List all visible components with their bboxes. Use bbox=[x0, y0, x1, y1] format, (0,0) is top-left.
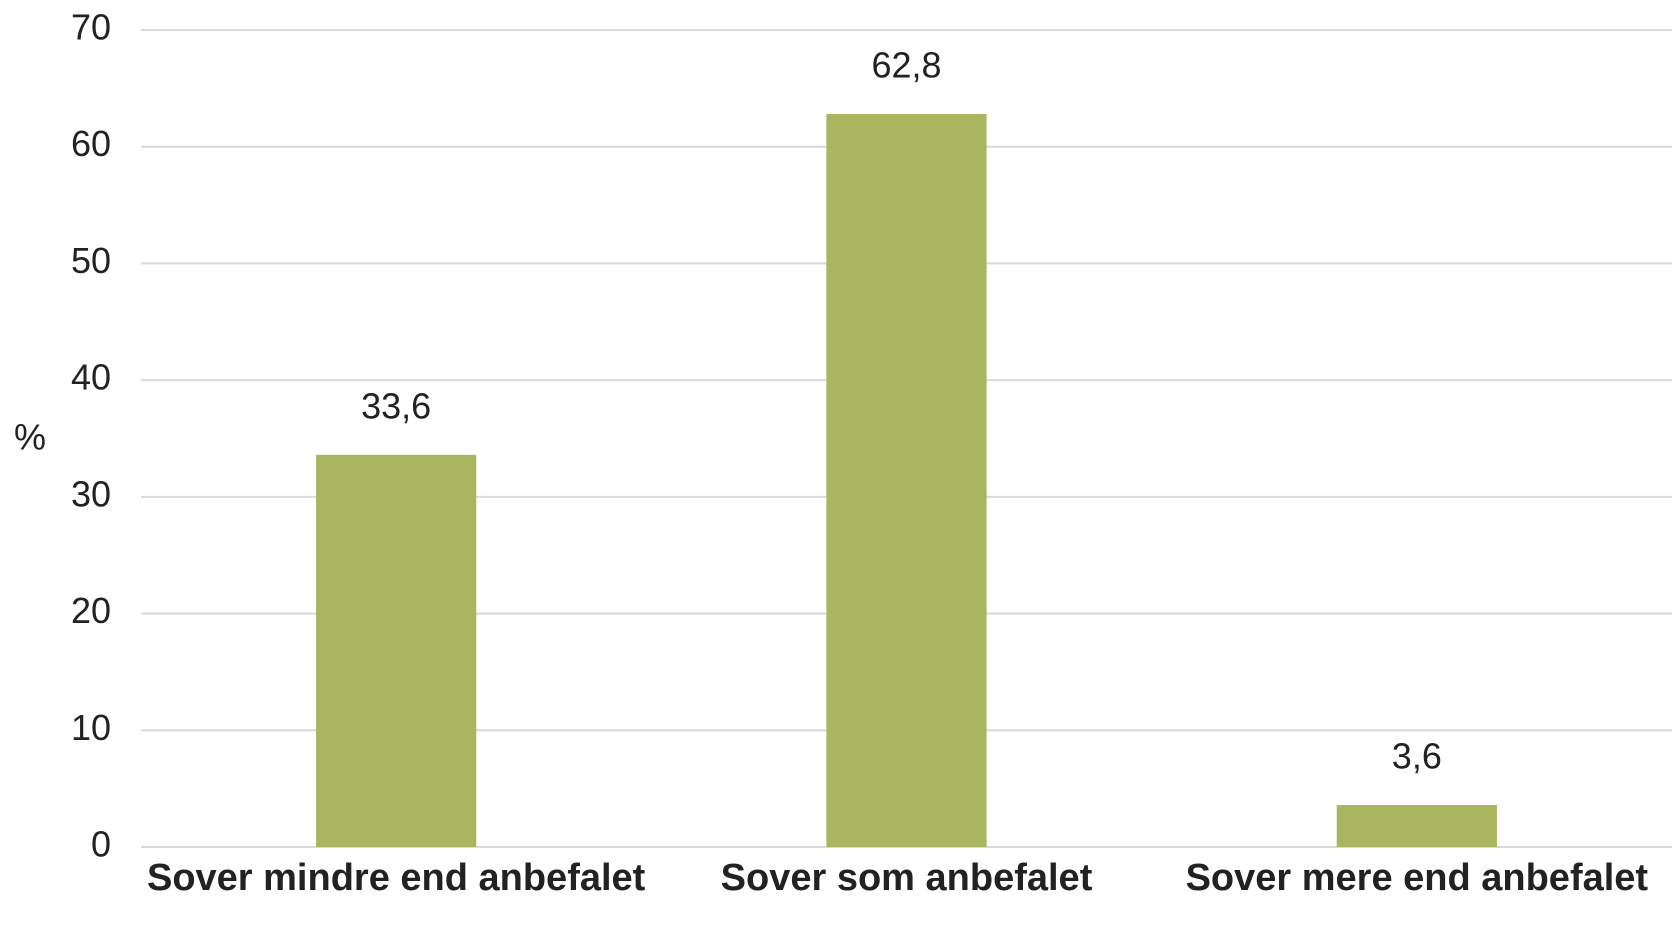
y-tick-label: 60 bbox=[71, 123, 111, 164]
y-tick-label: 20 bbox=[71, 590, 111, 631]
data-label: 3,6 bbox=[1392, 735, 1442, 776]
data-label: 33,6 bbox=[361, 385, 431, 426]
y-axis-label: % bbox=[14, 417, 46, 458]
y-tick-label: 30 bbox=[71, 473, 111, 514]
y-tick-label: 50 bbox=[71, 240, 111, 281]
bar bbox=[826, 114, 987, 847]
bar bbox=[316, 454, 477, 847]
y-tick-label: 10 bbox=[71, 707, 111, 748]
bar bbox=[1336, 804, 1497, 847]
x-tick-label: Sover mere end anbefalet bbox=[1186, 857, 1649, 899]
x-tick-label: Sover som anbefalet bbox=[721, 857, 1093, 899]
x-tick-label: Sover mindre end anbefalet bbox=[147, 857, 646, 899]
y-tick-label: 70 bbox=[71, 7, 111, 48]
data-label: 62,8 bbox=[871, 45, 941, 86]
y-tick-label: 40 bbox=[71, 357, 111, 398]
y-tick-label: 0 bbox=[91, 824, 111, 865]
